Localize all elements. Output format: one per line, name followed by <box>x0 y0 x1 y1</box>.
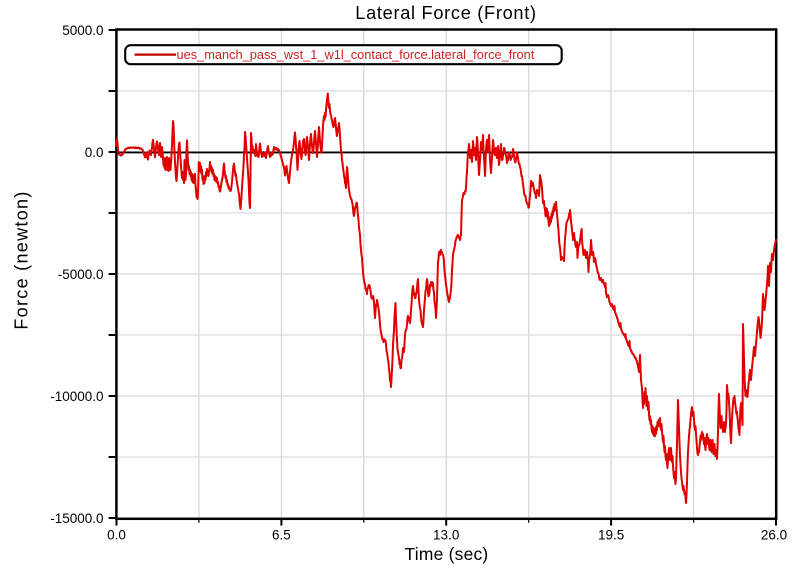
svg-text:ues_manch_pass_wst_1_w1l_conta: ues_manch_pass_wst_1_w1l_contact_force.l… <box>177 47 535 62</box>
svg-text:-5000.0: -5000.0 <box>58 267 104 282</box>
svg-text:-10000.0: -10000.0 <box>50 389 103 404</box>
svg-text:Time (sec): Time (sec) <box>405 544 489 564</box>
svg-text:0.0: 0.0 <box>107 528 126 543</box>
svg-text:13.0: 13.0 <box>433 528 459 543</box>
svg-text:6.5: 6.5 <box>272 528 291 543</box>
svg-text:Lateral Force (Front): Lateral Force (Front) <box>355 3 536 23</box>
svg-text:Force (newton): Force (newton) <box>12 190 32 329</box>
svg-text:19.5: 19.5 <box>598 528 624 543</box>
svg-text:26.0: 26.0 <box>761 528 787 543</box>
svg-text:0.0: 0.0 <box>85 145 104 160</box>
svg-text:5000.0: 5000.0 <box>62 23 103 38</box>
svg-text:-15000.0: -15000.0 <box>50 511 103 526</box>
